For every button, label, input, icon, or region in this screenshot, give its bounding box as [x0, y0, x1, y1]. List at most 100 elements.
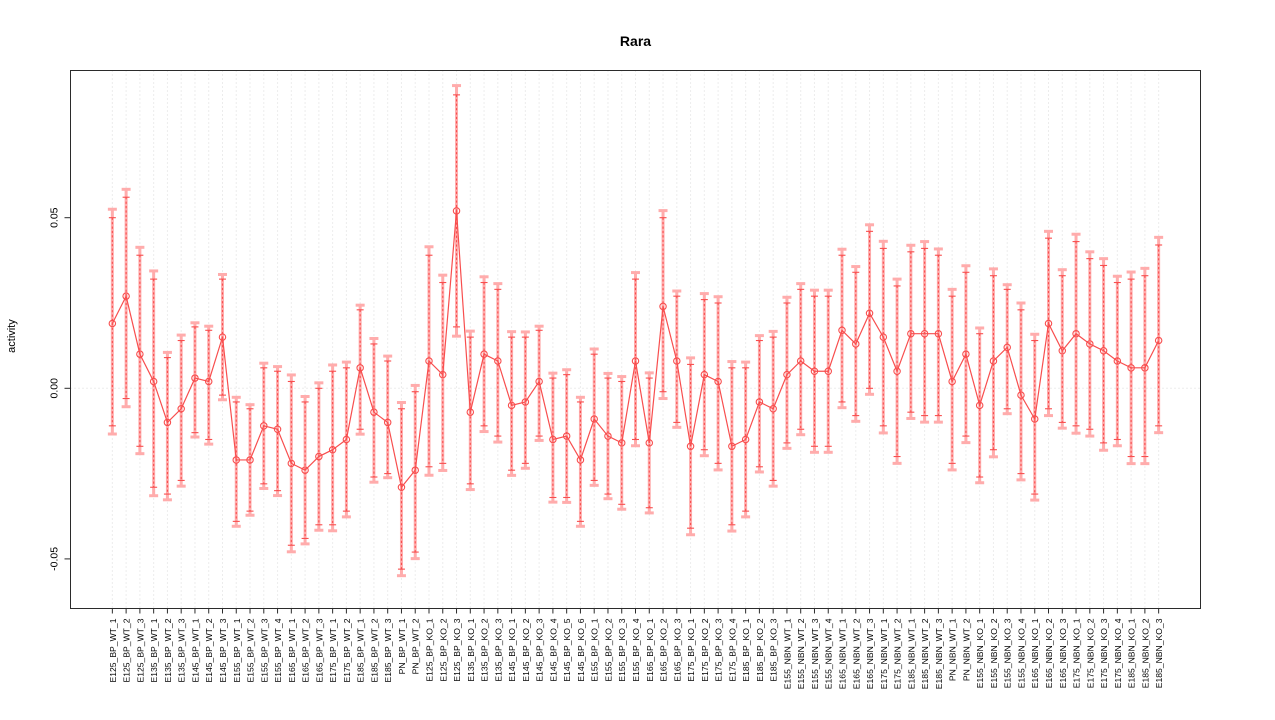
x-tick-label: E165_NBN_WT_3	[865, 618, 875, 689]
x-tick-label: PN_BP_WT_1	[397, 618, 407, 674]
x-tick-label: E145_BP_WT_3	[218, 618, 228, 682]
x-tick-label: E185_NBN_WT_3	[934, 618, 944, 689]
x-tick-label: E135_BP_WT_2	[163, 618, 173, 682]
data-point	[328, 445, 337, 454]
data-point	[480, 350, 488, 358]
data-point	[1017, 391, 1025, 399]
data-point	[1099, 347, 1108, 355]
data-point	[108, 319, 117, 328]
x-tick-label: E155_NBN_WT_1	[782, 618, 792, 689]
x-tick-label: E165_NBN_KO_1	[1030, 618, 1040, 688]
x-tick-label: E155_BP_WT_3	[259, 618, 269, 682]
data-point	[494, 357, 502, 365]
data-point	[975, 401, 984, 410]
data-point	[191, 374, 199, 382]
data-point	[342, 435, 351, 444]
x-tick-label: E185_BP_WT_3	[383, 618, 393, 682]
data-point	[260, 422, 268, 430]
x-tick-label: E185_NBN_KO_3	[1154, 618, 1164, 688]
x-tick-label: E165_NBN_KO_2	[1044, 618, 1054, 688]
data-point	[301, 466, 309, 474]
data-point	[411, 466, 419, 474]
data-point	[535, 377, 543, 386]
x-tick-label: E125_BP_KO_2	[438, 618, 448, 681]
data-point	[1154, 336, 1163, 345]
data-point	[755, 398, 764, 406]
data-point	[521, 398, 530, 406]
x-tick-label: E155_BP_KO_1	[590, 618, 600, 681]
x-tick-label: E175_BP_KO_2	[700, 618, 710, 681]
x-tick-label: E165_BP_KO_2	[659, 618, 669, 681]
data-point	[163, 418, 172, 427]
x-tick-label: E155_NBN_KO_4	[1016, 618, 1026, 688]
x-tick-label: E185_BP_WT_2	[369, 618, 379, 682]
x-tick-label: E175_NBN_KO_1	[1072, 618, 1082, 688]
x-tick-label: E155_NBN_KO_3	[1003, 618, 1013, 688]
data-point	[852, 340, 860, 348]
data-point	[549, 435, 557, 444]
x-tick-label: E155_BP_WT_1	[232, 618, 242, 682]
y-tick-label: -0.05	[49, 547, 61, 571]
data-point	[425, 357, 433, 365]
x-tick-label: PN_BP_WT_2	[411, 618, 421, 674]
data-point	[645, 439, 654, 447]
x-tick-label: E125_BP_WT_1	[108, 618, 118, 682]
data-point	[1044, 319, 1053, 328]
x-tick-label: E155_NBN_KO_1	[975, 618, 985, 688]
x-tick-label: E155_NBN_WT_3	[810, 618, 820, 689]
data-point	[948, 377, 956, 386]
x-tick-label: E145_BP_KO_5	[562, 618, 572, 681]
data-point	[1113, 357, 1122, 365]
x-tick-label: E135_BP_WT_1	[149, 618, 159, 682]
x-tick-label: E125_BP_WT_2	[122, 618, 132, 682]
data-point	[920, 329, 929, 338]
data-point	[576, 456, 585, 464]
x-tick-label: E155_BP_KO_4	[631, 618, 641, 681]
data-point	[865, 309, 874, 317]
x-tick-label: E165_BP_WT_3	[314, 618, 324, 682]
data-point	[673, 357, 681, 365]
data-point	[962, 350, 970, 358]
data-point	[934, 329, 943, 338]
x-tick-label: PN_NBN_WT_2	[961, 618, 971, 681]
x-tick-label: E145_BP_WT_1	[190, 618, 200, 682]
data-point	[824, 367, 832, 375]
x-tick-label: E165_BP_WT_2	[301, 618, 311, 682]
x-tick-label: E155_NBN_WT_2	[796, 618, 806, 689]
y-axis-title: activity	[6, 319, 18, 353]
data-point	[246, 456, 254, 464]
x-tick-label: E165_NBN_WT_2	[851, 618, 861, 689]
x-tick-label: E175_BP_KO_4	[727, 618, 737, 681]
data-point	[879, 333, 888, 341]
data-point	[562, 432, 571, 440]
data-point	[1003, 343, 1011, 352]
x-tick-label: E145_BP_KO_2	[521, 618, 531, 681]
data-point	[452, 207, 461, 215]
data-point	[149, 377, 158, 386]
x-tick-label: E175_NBN_WT_1	[879, 618, 889, 689]
x-tick-label: E155_BP_KO_3	[617, 618, 627, 681]
x-tick-label: E185_BP_WT_1	[356, 618, 366, 682]
data-point	[122, 292, 130, 300]
x-tick-label: E175_BP_WT_2	[342, 618, 352, 682]
x-tick-label: E155_BP_WT_4	[273, 618, 283, 682]
data-point	[631, 357, 640, 365]
data-point	[617, 439, 626, 447]
data-point	[218, 333, 227, 341]
x-tick-label: E175_BP_KO_1	[686, 618, 696, 681]
data-point	[232, 456, 241, 464]
x-tick-label: E175_NBN_KO_2	[1085, 618, 1095, 688]
x-tick-label: E155_BP_KO_2	[603, 618, 613, 681]
data-point	[204, 377, 213, 386]
x-tick-label: E135_BP_KO_3	[493, 618, 503, 681]
data-point	[439, 370, 447, 379]
y-tick-label: 0.05	[49, 207, 61, 228]
x-tick-label: E135_BP_KO_1	[466, 618, 476, 681]
x-tick-label: E165_BP_KO_1	[645, 618, 655, 681]
x-tick-label: E135_BP_KO_2	[480, 618, 490, 681]
x-tick-label: E185_BP_KO_1	[741, 618, 751, 681]
data-point	[1072, 329, 1080, 338]
x-tick-label: E145_BP_KO_6	[576, 618, 586, 681]
x-tick-label: E145_BP_KO_3	[535, 618, 545, 681]
